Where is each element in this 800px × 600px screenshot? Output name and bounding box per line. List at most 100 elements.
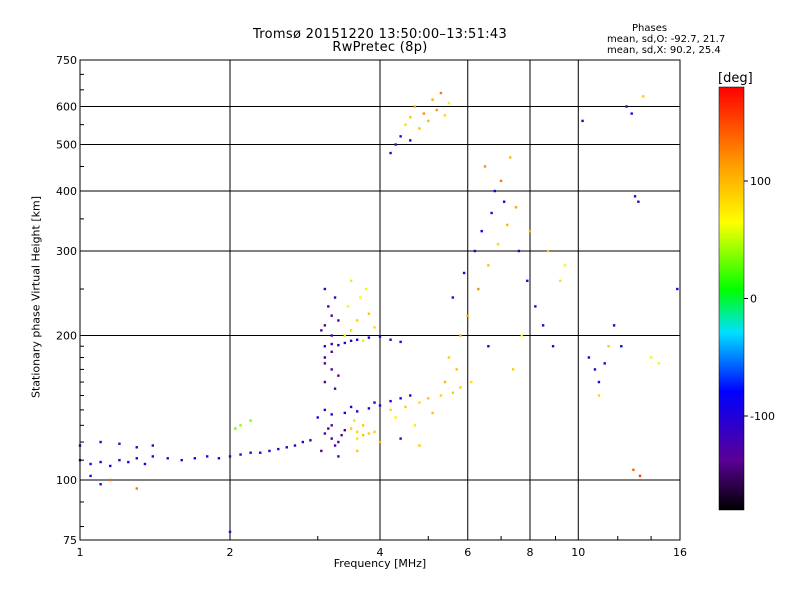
data-point — [520, 334, 523, 337]
x-tick-label: 8 — [527, 546, 534, 559]
data-point — [320, 449, 323, 453]
data-point — [277, 447, 280, 451]
data-point — [487, 264, 490, 267]
data-point — [451, 296, 455, 299]
data-point — [418, 401, 421, 404]
data-point — [404, 123, 407, 126]
data-point — [389, 408, 392, 412]
data-point — [633, 195, 637, 198]
data-point — [630, 112, 633, 115]
data-point — [309, 439, 312, 442]
data-point — [135, 457, 138, 460]
data-point — [316, 416, 319, 419]
data-point — [490, 211, 493, 215]
data-point — [337, 455, 340, 458]
data-point — [409, 394, 412, 397]
data-point — [435, 108, 438, 112]
data-point — [355, 437, 359, 440]
data-point — [355, 410, 359, 413]
data-point — [333, 296, 337, 299]
data-point — [239, 453, 242, 456]
x-axis-label: Frequency [MHz] — [333, 557, 427, 570]
data-point — [333, 444, 337, 447]
data-point — [462, 271, 466, 275]
x-tick-label: 2 — [227, 546, 234, 559]
data-point — [355, 449, 359, 453]
data-point — [330, 314, 333, 317]
data-point — [151, 444, 155, 447]
data-point — [502, 200, 506, 203]
y-tick-label: 100 — [56, 474, 77, 487]
data-point — [676, 287, 679, 291]
data-point — [89, 462, 92, 466]
data-point — [330, 437, 333, 440]
phase-stats-x-mode: mean, sd,X: 90.2, 25.4 — [607, 45, 721, 56]
data-point — [487, 345, 490, 348]
data-point — [389, 151, 392, 155]
data-point — [259, 451, 262, 454]
data-point — [109, 478, 112, 482]
colorbar-tick-label: 0 — [750, 293, 757, 306]
data-point — [285, 446, 288, 449]
data-point — [330, 424, 333, 427]
data-point — [323, 287, 327, 291]
data-point — [367, 407, 371, 410]
data-point — [373, 326, 376, 329]
data-point — [399, 437, 402, 440]
data-point — [427, 119, 430, 123]
data-point — [581, 119, 584, 123]
data-point — [367, 432, 371, 435]
data-point — [508, 156, 512, 159]
data-point — [343, 334, 347, 337]
data-point — [166, 457, 169, 460]
colorbar-ticks: 100 0 -100 — [744, 175, 775, 423]
data-point — [459, 334, 462, 337]
data-point — [499, 179, 503, 183]
y-tick-label: 200 — [56, 330, 77, 343]
data-point — [431, 411, 434, 415]
data-point — [427, 397, 430, 400]
data-point — [607, 345, 610, 348]
data-point — [399, 135, 402, 138]
data-point — [135, 446, 138, 449]
data-point — [249, 419, 252, 422]
data-point — [493, 189, 497, 193]
y-axis-label: Stationary phase Virtual Height [km] — [29, 195, 43, 399]
data-point — [361, 424, 365, 427]
y-tick-label: 300 — [56, 245, 77, 258]
data-point — [367, 336, 371, 339]
data-point — [534, 305, 537, 308]
data-point — [443, 114, 447, 117]
y-tick-label: 500 — [56, 139, 77, 152]
data-point — [217, 457, 221, 460]
data-point — [330, 342, 333, 346]
colorbar — [718, 86, 745, 511]
y-tick-label: 400 — [56, 185, 77, 198]
x-tick-label: 16 — [673, 546, 687, 559]
data-point — [466, 314, 469, 317]
data-point — [349, 329, 353, 332]
data-point — [330, 350, 333, 353]
data-point — [378, 404, 382, 407]
data-point — [99, 440, 102, 444]
data-point — [496, 242, 500, 246]
data-point — [346, 305, 350, 308]
data-point — [337, 343, 340, 347]
data-point — [546, 249, 550, 253]
data-point — [409, 116, 412, 119]
data-point — [205, 455, 209, 458]
data-point — [323, 380, 327, 384]
data-point — [323, 345, 327, 348]
data-point — [451, 391, 455, 394]
data-point — [343, 411, 347, 415]
data-point — [394, 416, 397, 419]
data-point — [511, 368, 515, 371]
data-point — [477, 287, 480, 291]
data-point — [505, 223, 509, 227]
colorbar-tick-label: 100 — [750, 175, 771, 188]
data-point — [349, 279, 353, 283]
data-point — [330, 368, 333, 371]
x-tick-label: 10 — [571, 546, 585, 559]
data-point — [355, 430, 359, 434]
